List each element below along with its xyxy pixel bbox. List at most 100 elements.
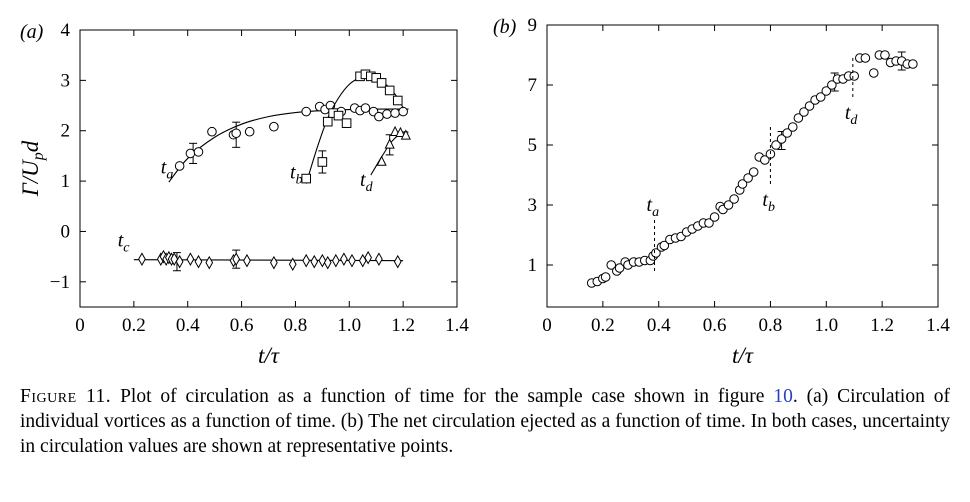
data-point — [360, 103, 371, 113]
data-point — [243, 253, 251, 268]
data-point — [310, 254, 319, 269]
y-tick-label: 9 — [528, 15, 538, 36]
data-point — [207, 126, 217, 137]
data-point — [375, 252, 383, 266]
data-point — [748, 167, 759, 177]
annotation-t-a: ta — [161, 157, 174, 183]
annotation-t-b: tb — [290, 162, 303, 188]
data-point — [340, 252, 348, 266]
data-point — [174, 161, 185, 171]
x-ticks: 0 0.2 0.4 0.6 0.8 1.0 1.2 1.4 — [542, 25, 950, 336]
data-point — [301, 173, 311, 184]
x-ticks: 0 0.2 0.4 0.6 0.8 1.0 1.2 1.4 — [75, 30, 469, 336]
caption-text-after: . (a) Circulation of individual vortices… — [20, 386, 950, 457]
data-point — [776, 134, 787, 144]
data-point — [600, 272, 611, 282]
data-point — [302, 253, 311, 268]
data-point — [138, 252, 146, 266]
data-point — [804, 101, 815, 111]
x-tick-label: 1.2 — [870, 315, 894, 336]
data-point — [333, 110, 344, 121]
plot-frame — [546, 24, 939, 308]
x-tick-label: 0.8 — [284, 315, 308, 336]
x-tick-label: 0.4 — [176, 315, 200, 336]
data-point — [364, 250, 373, 265]
data-point — [821, 86, 832, 96]
x-tick-label: 1.2 — [391, 315, 415, 336]
plot-frame — [79, 29, 458, 308]
caption-figure-ref[interactable]: 10 — [773, 386, 793, 407]
y-tick-label: 4 — [61, 20, 71, 41]
data-point — [323, 255, 332, 270]
x-tick-label: 1.0 — [337, 315, 361, 336]
caption-label: Figure 11. — [20, 386, 112, 407]
data-point — [322, 116, 333, 127]
data-point — [709, 212, 720, 222]
data-point — [384, 85, 395, 96]
data-point — [782, 128, 792, 138]
x-tick-label: 1.4 — [445, 315, 469, 336]
caption-text-before: Plot of circulation as a function of tim… — [111, 386, 774, 407]
data-point — [815, 92, 826, 102]
data-point — [331, 253, 340, 268]
y-tick-label: 1 — [528, 255, 538, 276]
panel-label: (a) — [20, 21, 44, 43]
series-t_c — [133, 249, 404, 272]
data-point — [269, 121, 279, 132]
x-axis-label: t/τ — [732, 343, 754, 368]
x-axis-label: t/τ — [258, 343, 280, 368]
time-marker-label: ta — [647, 194, 660, 220]
data-point — [723, 200, 734, 210]
data-point — [232, 252, 241, 266]
data-point — [606, 260, 617, 270]
data-point — [908, 59, 918, 69]
data-point — [392, 95, 403, 106]
data-point — [704, 218, 714, 228]
data-point — [186, 252, 195, 266]
data-point — [384, 138, 395, 149]
data-point — [827, 80, 837, 90]
x-tick-label: 0.6 — [703, 315, 727, 336]
data-point — [793, 113, 804, 123]
time-marker-label: td — [845, 102, 859, 128]
data-point — [651, 248, 661, 258]
data-point — [288, 257, 297, 272]
x-tick-label: 1.0 — [814, 315, 838, 336]
data-point — [860, 53, 871, 63]
y-tick-label: 0 — [61, 221, 71, 242]
x-tick-label: 1.4 — [926, 315, 950, 336]
data-point — [849, 71, 860, 81]
data-point — [880, 50, 890, 60]
data-point — [194, 254, 203, 269]
data-point — [729, 194, 739, 204]
data-point — [341, 118, 352, 128]
panel-a: 0 0.2 0.4 0.6 0.8 1.0 1.2 1.4 −1 0 1 2 3 4 t/τ Γ/Upd (a)… — [18, 20, 469, 368]
data-point — [659, 240, 670, 251]
data-point — [760, 155, 770, 165]
series-t_b — [301, 69, 404, 184]
data-point — [318, 253, 327, 268]
data-point — [868, 68, 879, 78]
data-point — [376, 78, 387, 88]
x-tick-label: 0.2 — [122, 315, 146, 336]
data-point — [398, 106, 408, 117]
y-tick-label: 2 — [61, 121, 71, 142]
data-point — [614, 263, 625, 273]
y-ticks: −1 0 1 2 3 4 — [50, 20, 457, 293]
data-point — [301, 106, 312, 117]
y-tick-label: 3 — [528, 195, 538, 216]
data-point — [317, 157, 328, 167]
data-point — [400, 129, 411, 140]
data-point — [374, 111, 384, 122]
data-point — [395, 126, 406, 138]
series-t_a — [168, 100, 409, 183]
data-point — [170, 252, 179, 266]
y-ticks: 1 3 5 7 9 — [528, 15, 938, 276]
x-tick-label: 0.6 — [230, 315, 254, 336]
x-tick-label: 0.2 — [591, 315, 615, 336]
data-point — [376, 155, 387, 166]
figure-caption: Figure 11. Plot of circulation as a func… — [20, 384, 950, 459]
data-point — [193, 147, 204, 157]
y-tick-label: 3 — [61, 70, 71, 91]
annotation-t-d: td — [360, 169, 374, 195]
